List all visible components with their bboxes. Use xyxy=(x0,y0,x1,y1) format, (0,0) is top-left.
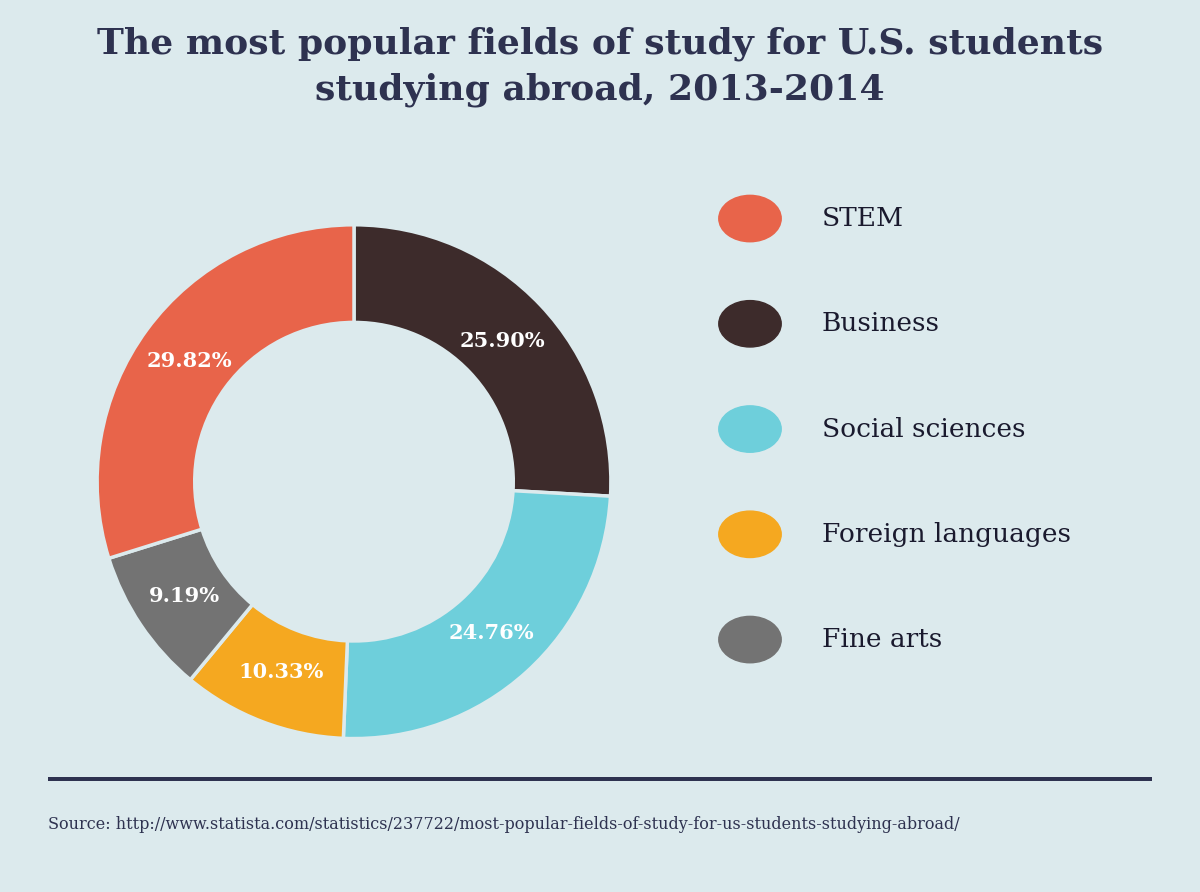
Text: 25.90%: 25.90% xyxy=(460,332,545,351)
Text: Source: http://www.statista.com/statistics/237722/most-popular-fields-of-study-f: Source: http://www.statista.com/statisti… xyxy=(48,816,960,833)
Text: 24.76%: 24.76% xyxy=(449,623,534,643)
Text: The most popular fields of study for U.S. students
studying abroad, 2013-2014: The most popular fields of study for U.S… xyxy=(97,27,1103,106)
Text: Foreign languages: Foreign languages xyxy=(822,522,1072,547)
Text: 9.19%: 9.19% xyxy=(149,585,220,606)
Wedge shape xyxy=(354,225,611,496)
Text: 10.33%: 10.33% xyxy=(239,663,324,682)
Text: STEM: STEM xyxy=(822,206,904,231)
Text: 29.82%: 29.82% xyxy=(146,351,233,371)
Text: Business: Business xyxy=(822,311,940,336)
Wedge shape xyxy=(109,529,252,680)
Text: Fine arts: Fine arts xyxy=(822,627,942,652)
Wedge shape xyxy=(191,605,347,739)
Wedge shape xyxy=(97,225,354,558)
Wedge shape xyxy=(343,491,611,739)
Text: Social sciences: Social sciences xyxy=(822,417,1026,442)
